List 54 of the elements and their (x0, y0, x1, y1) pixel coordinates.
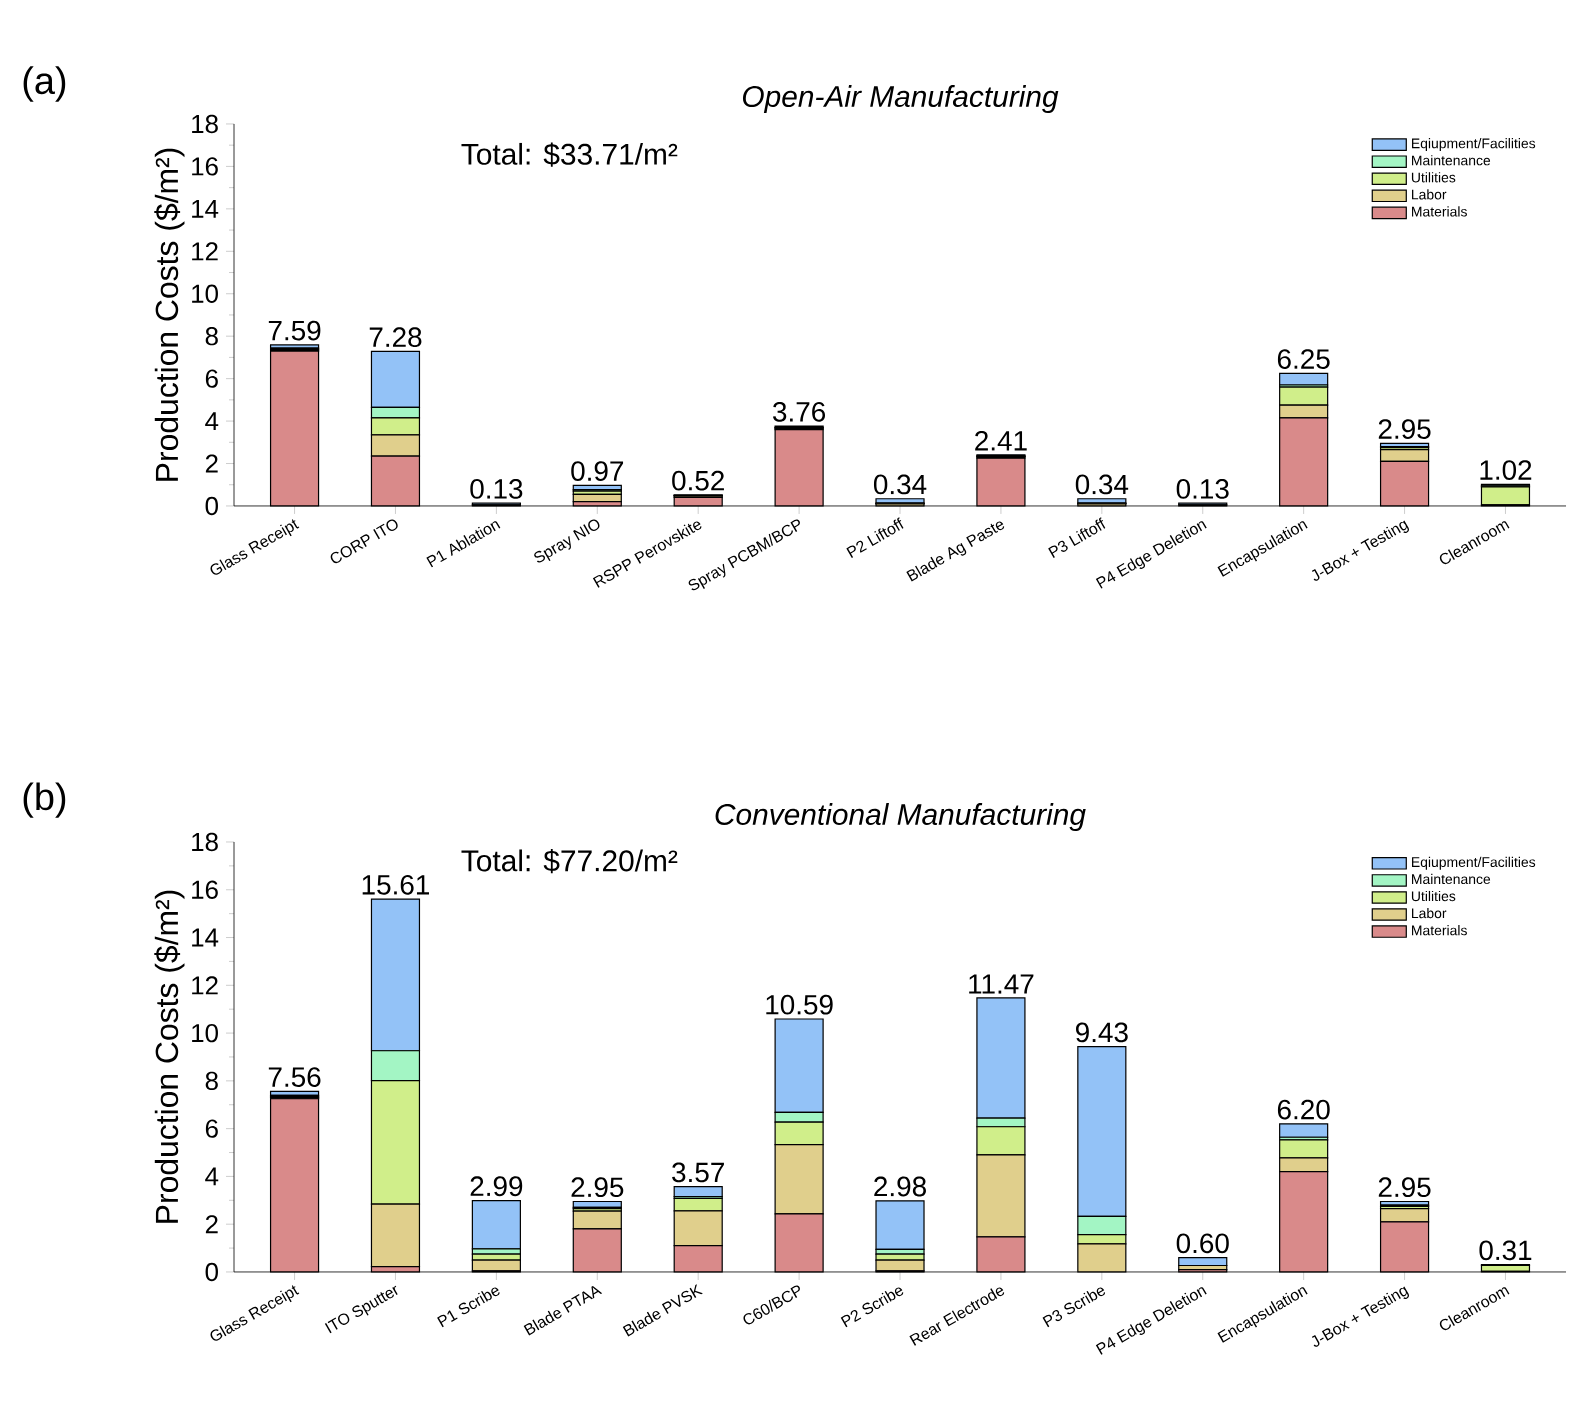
total-label: 7.56 (268, 1067, 321, 1087)
annotation: Total: $77.20/m² (461, 849, 678, 874)
y-axis-title: Production Costs ($/m²) (154, 148, 185, 481)
y-tick-label: 10 (192, 284, 218, 303)
total-label: 0.34 (1075, 474, 1129, 495)
total-label: 3.57 (672, 1162, 724, 1183)
y-tick-label: 2 (205, 1215, 218, 1234)
total-label: 2.98 (874, 1176, 926, 1197)
chart-title: Open-Air Manufacturing (742, 85, 1059, 113)
y-tick-label: 14 (192, 928, 219, 947)
text: (b) (23, 782, 66, 818)
chart-title: Conventional Manufacturing (715, 803, 1086, 831)
total-label: 7.28 (369, 327, 422, 348)
total-label: 11.47 (969, 974, 1034, 994)
y-tick-label: 4 (205, 1167, 219, 1186)
y-axis-title: Production Costs ($/m²) (154, 890, 185, 1223)
total-label: 7.59 (268, 320, 321, 341)
total-label: 10.59 (766, 994, 833, 1015)
y-tick-label: 6 (205, 369, 218, 388)
total-label: 0.60 (1176, 1233, 1229, 1254)
total-label: 6.25 (1277, 349, 1330, 369)
y-tick-label: 6 (205, 1119, 218, 1138)
total-label: 0.13 (470, 479, 523, 499)
y-tick-label: 18 (192, 832, 218, 852)
total-label: 1.02 (1480, 460, 1532, 480)
annotation: Total: $33.71/m² (461, 142, 678, 167)
total-label: 2.41 (975, 430, 1027, 451)
y-tick-label: 12 (192, 242, 218, 261)
y-tick-label: 18 (192, 114, 218, 134)
total-label: 3.76 (773, 402, 826, 422)
total-label: 2.95 (571, 1177, 624, 1198)
total-label: 2.99 (470, 1176, 523, 1197)
total-label: 0.52 (672, 470, 724, 491)
y-tick-label: 14 (192, 199, 219, 218)
y-tick-label: 12 (192, 976, 218, 995)
total-label: 0.34 (873, 474, 927, 495)
text: (a) (23, 66, 66, 102)
total-label: 0.97 (571, 461, 624, 481)
y-tick-label: 8 (205, 327, 218, 346)
total-label: 0.31 (1479, 1240, 1532, 1261)
y-tick-label: 10 (192, 1023, 218, 1043)
total-label: 6.20 (1277, 1099, 1330, 1120)
y-tick-label: 2 (205, 454, 218, 473)
y-tick-label: 8 (205, 1071, 218, 1091)
total-label: 9.43 (1076, 1022, 1128, 1043)
y-tick-label: 0 (205, 496, 218, 516)
total-label: 15.61 (362, 874, 430, 895)
total-label: 2.95 (1378, 1177, 1431, 1198)
y-tick-label: 4 (205, 412, 219, 430)
y-tick-label: 16 (192, 880, 218, 899)
y-tick-label: 16 (192, 157, 218, 176)
y-tick-label: 0 (205, 1262, 218, 1282)
total-label: 2.95 (1378, 419, 1431, 439)
total-label: 0.13 (1176, 479, 1229, 499)
